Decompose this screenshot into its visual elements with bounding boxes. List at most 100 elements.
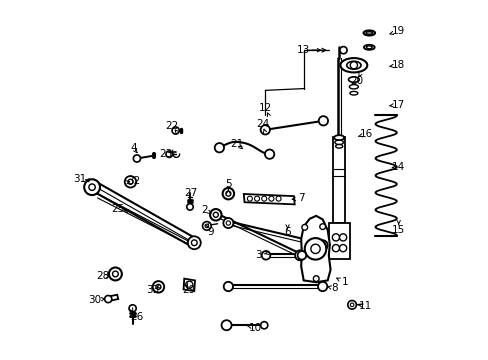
Text: 11: 11 <box>358 301 371 311</box>
Circle shape <box>310 244 320 253</box>
Circle shape <box>223 218 233 228</box>
Circle shape <box>301 225 307 230</box>
Circle shape <box>165 151 172 157</box>
Circle shape <box>297 253 302 257</box>
Ellipse shape <box>349 85 358 89</box>
Text: 12: 12 <box>258 103 271 113</box>
Circle shape <box>104 296 112 303</box>
Ellipse shape <box>335 144 342 148</box>
Circle shape <box>152 281 164 293</box>
Text: 17: 17 <box>391 100 405 110</box>
Circle shape <box>213 212 218 217</box>
Circle shape <box>247 196 252 201</box>
Polygon shape <box>183 279 195 291</box>
Text: 20: 20 <box>349 76 362 86</box>
Text: 26: 26 <box>130 312 143 322</box>
Circle shape <box>319 224 325 229</box>
Circle shape <box>226 221 230 225</box>
Circle shape <box>297 251 305 260</box>
Circle shape <box>261 196 266 201</box>
Circle shape <box>276 196 281 201</box>
Ellipse shape <box>348 77 359 82</box>
Ellipse shape <box>363 31 374 36</box>
Text: 32: 32 <box>127 176 141 186</box>
Circle shape <box>214 143 224 152</box>
Text: 3: 3 <box>255 250 262 260</box>
Circle shape <box>112 271 118 277</box>
Text: 24: 24 <box>255 120 268 129</box>
Circle shape <box>304 238 325 260</box>
Circle shape <box>133 155 140 162</box>
Ellipse shape <box>366 46 371 49</box>
Circle shape <box>294 250 305 260</box>
Circle shape <box>221 320 231 330</box>
Circle shape <box>185 281 192 288</box>
Ellipse shape <box>366 32 372 35</box>
Text: 7: 7 <box>298 193 305 203</box>
Circle shape <box>202 222 211 230</box>
Circle shape <box>332 234 339 241</box>
Text: 19: 19 <box>391 26 405 36</box>
Text: 25: 25 <box>111 204 124 214</box>
Text: 15: 15 <box>391 225 405 235</box>
Polygon shape <box>328 223 349 259</box>
Circle shape <box>260 125 269 134</box>
Text: 14: 14 <box>391 162 405 172</box>
Circle shape <box>191 240 197 246</box>
Circle shape <box>260 321 267 329</box>
Circle shape <box>222 188 234 199</box>
Text: 18: 18 <box>391 60 405 70</box>
Text: 16: 16 <box>359 129 372 139</box>
Circle shape <box>264 149 274 159</box>
Circle shape <box>186 204 193 210</box>
Circle shape <box>124 176 136 188</box>
Text: 23: 23 <box>159 149 172 159</box>
Ellipse shape <box>349 91 357 95</box>
Ellipse shape <box>340 58 366 72</box>
Text: 9: 9 <box>207 227 213 237</box>
Ellipse shape <box>334 140 343 144</box>
Text: 5: 5 <box>224 179 231 189</box>
Circle shape <box>261 251 270 260</box>
Circle shape <box>225 191 230 196</box>
Circle shape <box>129 305 136 312</box>
Circle shape <box>349 62 357 69</box>
Text: 4: 4 <box>130 143 136 153</box>
Circle shape <box>254 196 259 201</box>
Circle shape <box>223 282 233 291</box>
Circle shape <box>156 284 161 289</box>
Circle shape <box>84 179 100 195</box>
Polygon shape <box>244 194 294 204</box>
Text: 2: 2 <box>202 206 208 216</box>
Text: 8: 8 <box>330 283 337 293</box>
Text: 13: 13 <box>296 45 310 55</box>
Text: 33: 33 <box>146 285 160 296</box>
Circle shape <box>89 184 95 190</box>
Circle shape <box>210 209 221 221</box>
Text: 22: 22 <box>165 121 178 131</box>
Text: 30: 30 <box>88 295 101 305</box>
Circle shape <box>204 224 208 228</box>
Circle shape <box>339 234 346 241</box>
Circle shape <box>268 196 273 201</box>
Circle shape <box>318 116 327 126</box>
Circle shape <box>332 244 339 252</box>
Text: 29: 29 <box>182 285 195 296</box>
Polygon shape <box>333 137 344 223</box>
Polygon shape <box>301 216 330 282</box>
Text: 6: 6 <box>284 227 290 237</box>
Circle shape <box>317 240 327 250</box>
Circle shape <box>339 244 346 252</box>
Polygon shape <box>106 295 118 301</box>
Circle shape <box>128 179 133 184</box>
Circle shape <box>313 276 319 282</box>
Circle shape <box>317 282 326 291</box>
Text: 27: 27 <box>183 188 197 198</box>
Ellipse shape <box>333 135 344 140</box>
Circle shape <box>109 267 122 280</box>
Circle shape <box>339 46 346 54</box>
Text: 28: 28 <box>96 271 109 281</box>
Text: 21: 21 <box>230 139 244 149</box>
Circle shape <box>320 243 324 247</box>
Text: 10: 10 <box>248 323 261 333</box>
